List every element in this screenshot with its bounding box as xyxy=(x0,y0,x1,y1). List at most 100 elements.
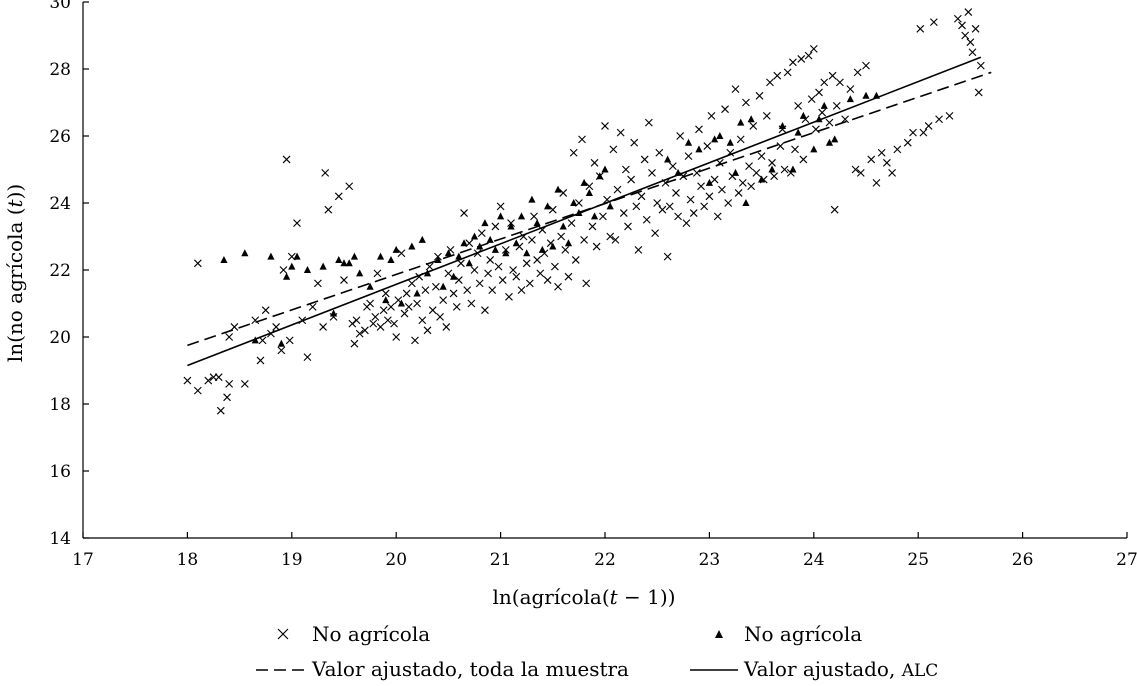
x-tick-label: 17 xyxy=(72,550,94,570)
y-tick-label: 24 xyxy=(49,194,71,214)
cross-point xyxy=(334,192,343,201)
cross-point xyxy=(718,185,726,194)
cross-point xyxy=(632,202,641,211)
cross-point xyxy=(867,155,876,164)
triangle-point xyxy=(470,232,479,240)
triangle-point xyxy=(465,259,473,267)
cross-point xyxy=(509,266,518,274)
cross-point xyxy=(369,319,378,328)
cross-point xyxy=(567,219,576,227)
cross-point xyxy=(935,115,943,124)
cross-point xyxy=(726,148,735,157)
triangle-point xyxy=(695,145,703,153)
data-points xyxy=(183,8,985,415)
cross-point xyxy=(505,292,513,301)
triangle-point xyxy=(711,135,719,143)
fit-line-alc xyxy=(187,56,982,367)
triangle-point xyxy=(220,255,228,263)
cross-point xyxy=(624,222,632,231)
cross-point xyxy=(293,219,301,227)
cross-point xyxy=(686,195,695,204)
cross-point xyxy=(267,329,275,338)
cross-point xyxy=(373,269,382,278)
triangle-point xyxy=(450,272,458,280)
triangle-point xyxy=(575,209,583,217)
triangle-point xyxy=(382,296,390,304)
cross-point xyxy=(968,48,977,57)
triangle-point xyxy=(408,242,416,250)
cross-point xyxy=(538,225,547,234)
cross-point xyxy=(413,299,421,308)
cross-point xyxy=(713,212,722,221)
triangle-point xyxy=(585,188,593,196)
triangle-point xyxy=(559,222,567,230)
cross-point xyxy=(256,356,265,365)
cross-point xyxy=(324,205,333,214)
cross-point xyxy=(841,115,850,124)
cross-point xyxy=(444,269,453,278)
triangle-point xyxy=(502,249,510,257)
triangle-point xyxy=(601,165,609,173)
cross-point xyxy=(530,212,538,221)
triangle-point xyxy=(705,178,713,186)
triangle-point xyxy=(350,252,359,260)
cross-point xyxy=(697,182,705,191)
cross-point xyxy=(452,302,461,311)
cross-point xyxy=(773,71,782,80)
cross-point xyxy=(580,235,589,244)
cross-point xyxy=(747,182,756,191)
cross-point xyxy=(630,138,639,147)
cross-point xyxy=(689,209,698,217)
cross-point xyxy=(606,232,615,241)
cross-point xyxy=(731,85,740,93)
cross-point xyxy=(454,276,463,284)
cross-point xyxy=(578,135,586,144)
x-axis-title: ln(agrícola(t − 1)) xyxy=(493,585,676,609)
triangle-point xyxy=(664,155,672,163)
cross-point xyxy=(457,259,465,268)
cross-point xyxy=(314,279,322,288)
cross-point xyxy=(383,316,392,325)
cross-point xyxy=(423,326,432,335)
cross-point xyxy=(193,259,202,268)
cross-point xyxy=(561,246,570,254)
triangle-point xyxy=(815,115,823,123)
cross-point xyxy=(780,165,789,174)
triangle-point xyxy=(580,178,588,186)
cross-point xyxy=(634,246,643,254)
triangle-point xyxy=(491,245,499,253)
cross-point xyxy=(684,152,693,160)
triangle-point xyxy=(267,252,275,260)
cross-point xyxy=(738,179,747,187)
y-tick-label: 30 xyxy=(49,0,71,13)
cross-point xyxy=(421,286,430,294)
cross-point xyxy=(745,162,753,171)
cross-point xyxy=(724,199,733,207)
cross-point xyxy=(442,323,451,331)
cross-point xyxy=(799,155,808,164)
x-tick-label: 22 xyxy=(594,550,616,570)
cross-point xyxy=(903,138,912,147)
cross-point xyxy=(668,162,677,171)
cross-point xyxy=(216,406,225,415)
cross-point xyxy=(308,302,317,311)
y-tick-label: 14 xyxy=(49,529,71,549)
triangle-point xyxy=(820,101,828,109)
cross-point xyxy=(919,128,928,137)
cross-point xyxy=(856,168,865,177)
cross-point xyxy=(888,168,896,177)
cross-point xyxy=(512,272,521,281)
cross-point xyxy=(360,326,369,335)
cross-point xyxy=(407,279,416,288)
cross-point xyxy=(519,232,528,241)
cross-point xyxy=(853,68,862,77)
cross-point xyxy=(460,209,468,217)
triangle-point xyxy=(825,138,834,146)
legend-triangle-marker xyxy=(715,630,723,638)
cross-point xyxy=(828,71,837,80)
triangle-point xyxy=(241,249,249,257)
cross-point xyxy=(783,68,792,77)
cross-point xyxy=(809,45,818,53)
cross-point xyxy=(214,373,223,382)
x-tick-label: 25 xyxy=(907,550,929,570)
